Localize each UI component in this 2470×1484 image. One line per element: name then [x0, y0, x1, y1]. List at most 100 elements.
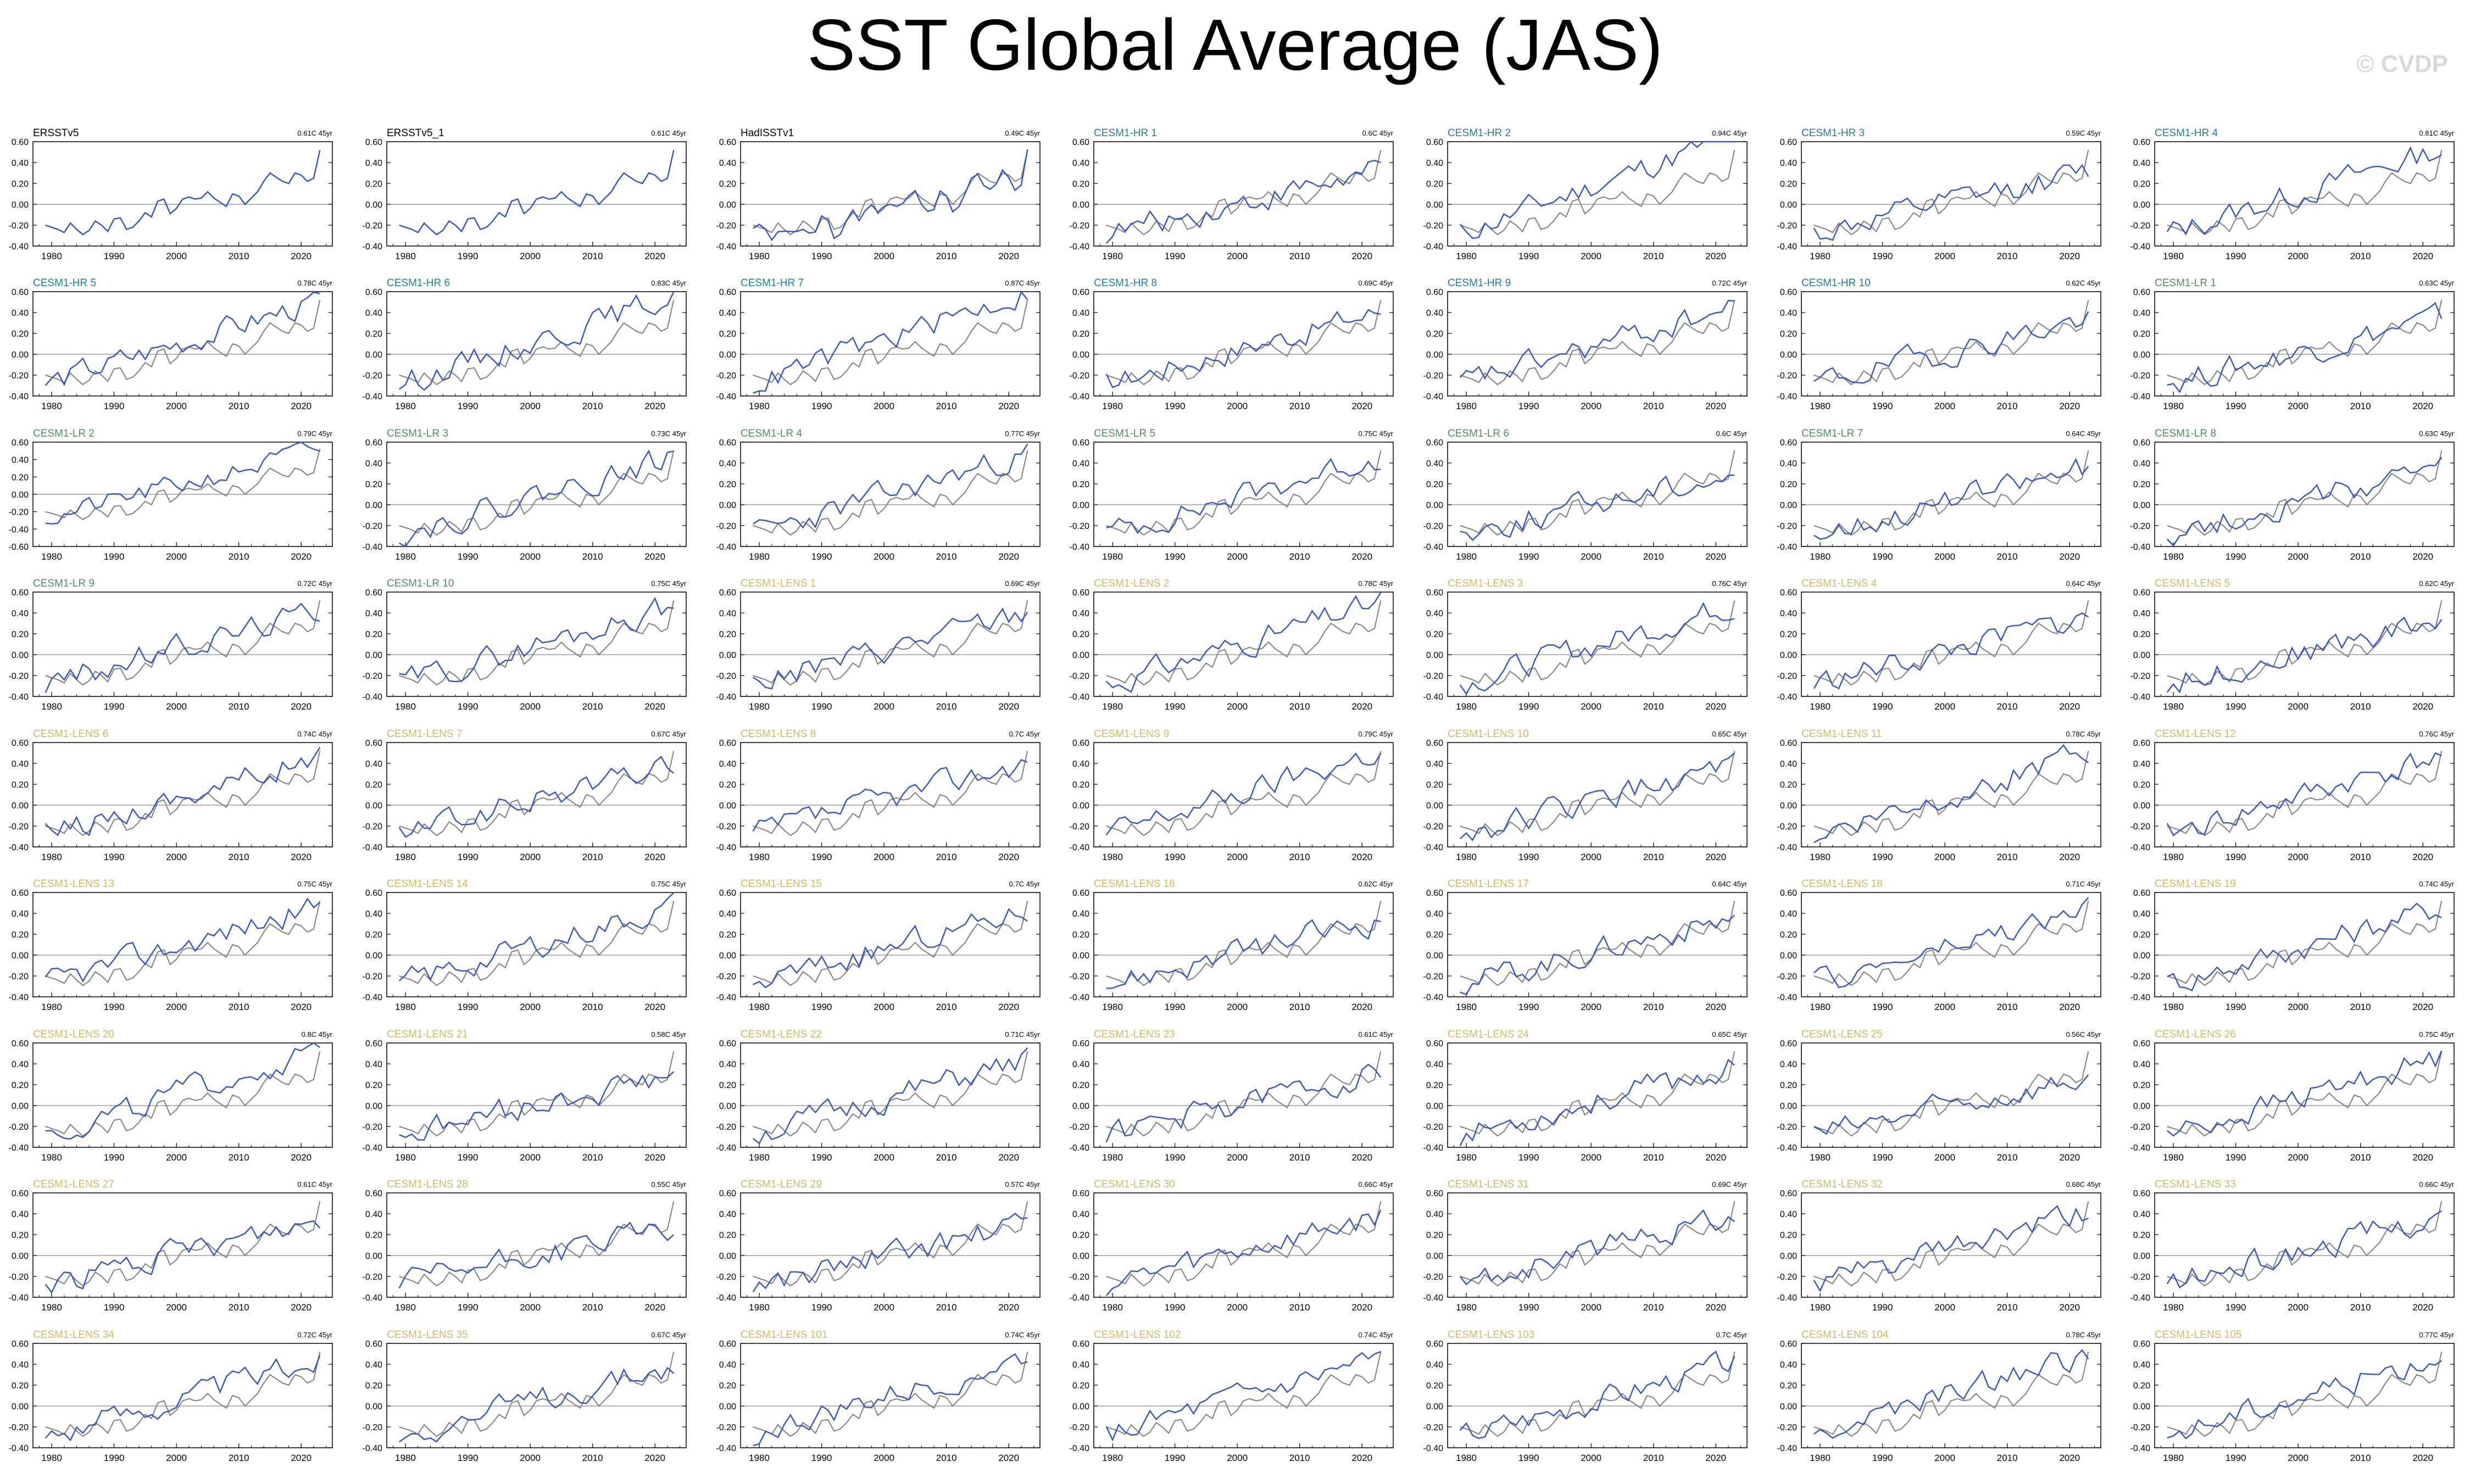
panel-title: CESM1-LENS 10 — [1448, 728, 1529, 740]
y-tick-label: -0.20 — [716, 371, 737, 381]
y-tick-label: 0.00 — [719, 1102, 736, 1111]
panel: -0.40 -0.20 0.00 0.20 0.40 0.60 1980 1990 2000 20… — [1070, 578, 1394, 712]
x-tick-label: 2020 — [1705, 1453, 1726, 1463]
x-tick-label: 2010 — [229, 1152, 249, 1163]
x-tick-label: 2010 — [229, 852, 249, 862]
x-tick-label: 1980 — [395, 701, 416, 712]
series-line — [45, 1042, 321, 1140]
x-tick-label: 1990 — [104, 251, 125, 261]
panel-trend: 0.94C 45yr — [1712, 129, 1747, 137]
y-tick-label: 0.40 — [365, 1210, 382, 1219]
x-tick-label: 2010 — [1643, 1302, 1664, 1313]
panel-trend: 0.61C 45yr — [651, 129, 686, 137]
panel-title: CESM1-LENS 101 — [741, 1329, 827, 1341]
x-tick-label: 2000 — [1227, 1453, 1248, 1463]
x-tick-label: 2020 — [644, 1152, 665, 1163]
x-tick-label: 1990 — [1165, 1302, 1186, 1313]
panel: -0.40 -0.20 0.00 0.20 0.40 0.60 1980 1990 2000 20… — [1423, 878, 1748, 1012]
y-tick-label: -0.40 — [9, 1143, 29, 1153]
x-tick-label: 1990 — [1872, 852, 1893, 862]
reference-line — [45, 1051, 321, 1137]
y-tick-label: 0.40 — [1072, 760, 1089, 769]
panel-frame — [740, 1192, 1041, 1298]
x-tick-label: 2000 — [1581, 852, 1601, 862]
y-tick-label: -0.40 — [363, 843, 383, 852]
y-tick-label: 0.20 — [12, 180, 29, 189]
y-tick-label: -0.20 — [1070, 221, 1090, 231]
x-tick-label: 2000 — [1934, 251, 1955, 261]
x-tick-label: 2020 — [1705, 1302, 1726, 1313]
x-tick-label: 1990 — [458, 401, 479, 411]
y-tick-label: 0.40 — [2133, 910, 2150, 919]
panel-trend: 0.6C 45yr — [1716, 429, 1748, 438]
y-tick-label: 0.60 — [365, 889, 382, 898]
x-tick-label: 1990 — [1165, 1002, 1186, 1012]
panel-title: CESM1-LENS 14 — [387, 878, 468, 890]
x-tick-label: 1990 — [2226, 1152, 2246, 1163]
panel-frame — [740, 141, 1041, 247]
y-tick-label: 0.00 — [12, 651, 29, 660]
x-tick-label: 2000 — [1934, 1302, 1955, 1313]
x-tick-label: 1990 — [2226, 251, 2246, 261]
x-tick-label: 2010 — [2350, 1302, 2371, 1313]
series-line — [398, 1221, 675, 1288]
x-tick-label: 1980 — [749, 251, 770, 261]
y-tick-label: 0.60 — [365, 1189, 382, 1198]
series-line — [1106, 458, 1381, 534]
series-line — [1459, 1058, 1735, 1147]
panel-trend: 0.78C 45yr — [2066, 730, 2101, 738]
panel-frame — [32, 291, 333, 397]
panel: -0.40 -0.20 0.00 0.20 0.40 0.60 1980 1990 2000 20… — [1070, 728, 1394, 862]
x-tick-label: 2020 — [2412, 401, 2433, 411]
x-tick-label: 1990 — [458, 1453, 479, 1463]
reference-line — [399, 900, 675, 986]
x-tick-label: 2000 — [2288, 401, 2308, 411]
reference-line — [399, 1351, 675, 1437]
y-tick-label: 0.40 — [719, 159, 736, 168]
y-tick-label: -0.20 — [363, 972, 383, 981]
y-tick-label: -0.20 — [716, 1423, 737, 1432]
y-tick-label: 0.20 — [365, 180, 382, 189]
series-line — [1105, 752, 1382, 836]
panel: -0.40 -0.20 0.00 0.20 0.40 0.60 1980 1990 2000 20… — [716, 878, 1041, 1012]
reference-line — [1813, 1201, 2089, 1287]
x-tick-label: 2010 — [936, 1302, 957, 1313]
x-tick-label: 2020 — [2059, 701, 2080, 712]
x-tick-label: 1990 — [458, 551, 479, 562]
reference-line — [753, 1201, 1028, 1287]
y-tick-label: 0.60 — [2133, 588, 2150, 598]
y-tick-label: 0.60 — [1072, 1340, 1089, 1349]
x-tick-label: 2020 — [1351, 701, 1372, 712]
y-tick-label: 0.60 — [1072, 739, 1089, 748]
panel-frame — [386, 1042, 687, 1148]
y-tick-label: -0.40 — [2130, 1444, 2151, 1453]
series-line — [753, 290, 1028, 394]
x-tick-label: 2000 — [520, 1002, 541, 1012]
panel-trend: 0.49C 45yr — [1005, 129, 1040, 137]
x-tick-label: 2020 — [644, 1453, 665, 1463]
y-tick-label: 0.20 — [719, 1231, 736, 1240]
panel-title: CESM1-LR 7 — [1801, 428, 1863, 439]
y-tick-label: -0.20 — [1070, 822, 1090, 832]
series-line — [1813, 612, 2089, 690]
x-tick-label: 2010 — [229, 1302, 249, 1313]
x-tick-label: 1990 — [811, 401, 832, 411]
y-tick-label: 0.40 — [12, 760, 29, 769]
y-tick-label: -0.40 — [1777, 1143, 1798, 1153]
x-tick-label: 2010 — [582, 401, 603, 411]
y-tick-label: -0.20 — [1070, 972, 1090, 981]
series-line — [1813, 1349, 2089, 1439]
x-tick-label: 1990 — [2226, 1453, 2246, 1463]
y-tick-label: -0.40 — [363, 693, 383, 702]
y-tick-label: 0.40 — [719, 1060, 736, 1069]
x-tick-label: 1980 — [1810, 701, 1831, 712]
x-tick-label: 2000 — [874, 1302, 894, 1313]
y-tick-label: -0.20 — [1070, 1123, 1090, 1132]
x-tick-label: 2010 — [1289, 1302, 1310, 1313]
panel: -0.40 -0.20 0.00 0.20 0.40 0.60 1980 1990 2000 20… — [363, 1329, 687, 1463]
y-tick-label: 0.20 — [719, 780, 736, 790]
y-tick-label: -0.20 — [1423, 1123, 1444, 1132]
panel-trend: 0.66C 45yr — [1358, 1180, 1393, 1189]
x-tick-label: 2000 — [166, 1002, 187, 1012]
x-tick-label: 1990 — [104, 1453, 125, 1463]
